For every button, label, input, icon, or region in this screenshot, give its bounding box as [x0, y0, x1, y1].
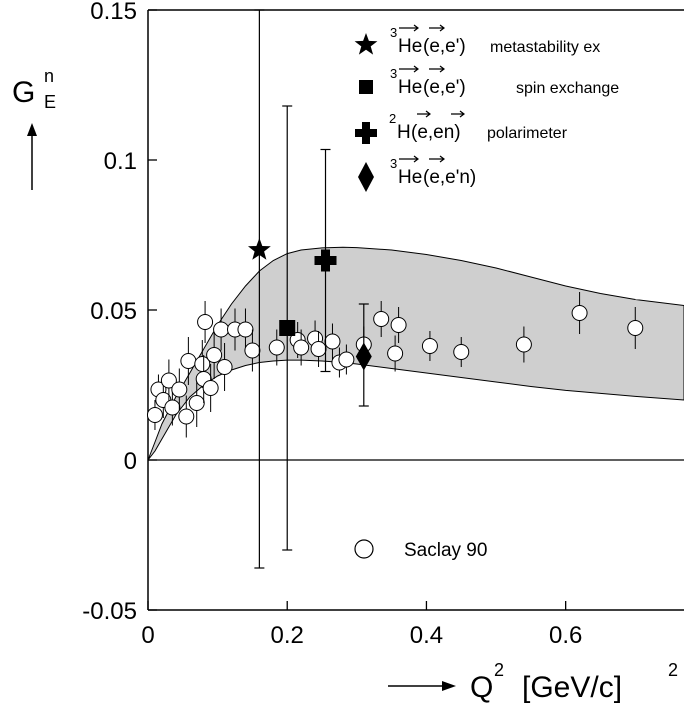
saclay-point — [180, 353, 197, 369]
legend-saclay-label: Saclay 90 — [404, 540, 487, 561]
legend-plus-nucleus: H — [397, 122, 411, 143]
legend-entry-square: 3 He (e,e') spin exchange — [359, 65, 619, 98]
legend-star-icon — [354, 33, 378, 55]
saclay-point — [627, 320, 644, 336]
saclay-point — [213, 321, 230, 338]
saclay-point — [387, 345, 404, 362]
saclay-point — [188, 395, 205, 411]
y-axis-label-sub: E — [44, 92, 56, 112]
legend-plus-icon — [355, 122, 377, 144]
legend-plus-label: polarimeter — [487, 125, 568, 142]
saclay-point — [293, 339, 310, 356]
legend-diamond-icon — [358, 162, 374, 192]
saclay-point — [171, 381, 188, 398]
x-axis-title: Q 2 [GeV/c] 2 — [388, 660, 678, 704]
legend-square-icon — [359, 80, 373, 94]
saclay-point — [571, 305, 588, 321]
y-tick-label: 0.05 — [90, 298, 137, 325]
right-arrow-icon — [388, 681, 456, 691]
y-tick-label: 0.15 — [90, 0, 137, 25]
legend-top: 3 He (e,e') metastability ex 3 He (e,e')… — [354, 24, 619, 192]
saclay-point — [160, 372, 177, 389]
vector-arrow-icon — [399, 24, 445, 32]
legend-diamond-nucleus: He — [398, 167, 422, 188]
vector-arrow-icon — [417, 110, 465, 118]
vector-arrow-icon — [399, 155, 445, 163]
legend-star-nucleus-sup: 3 — [390, 25, 397, 40]
saclay-point — [515, 336, 532, 353]
x-axis-label-sup: 2 — [494, 660, 504, 680]
saclay-point — [216, 359, 233, 375]
legend-circle-icon — [354, 539, 374, 559]
data-points — [146, 9, 644, 569]
saclay-point — [268, 339, 285, 356]
diamond-point — [355, 342, 372, 371]
legend-star-reaction: (e,e') — [423, 36, 466, 57]
x-tick-label: 0.6 — [549, 622, 582, 649]
legend-plus-nucleus-sup: 2 — [389, 111, 396, 126]
saclay-point — [237, 321, 254, 338]
x-tick-label: 0.2 — [271, 622, 304, 649]
legend-star-nucleus: He — [398, 36, 422, 57]
saclay-point — [164, 399, 181, 416]
x-axis-unit-sup: 2 — [668, 660, 678, 680]
saclay-point — [197, 314, 214, 330]
square-point — [279, 320, 296, 336]
legend-bottom: Saclay 90 — [354, 539, 487, 561]
saclay-point — [338, 351, 355, 368]
vector-arrow-icon — [399, 65, 445, 73]
y-tick-label: -0.05 — [82, 598, 137, 625]
saclay-point — [202, 380, 219, 396]
legend-diamond-nucleus-sup: 3 — [390, 156, 397, 171]
legend-square-reaction: (e,e') — [423, 77, 466, 98]
y-tick-label: 0.1 — [104, 148, 137, 175]
x-axis-label: Q — [470, 671, 493, 704]
saclay-point — [373, 311, 390, 327]
legend-square-nucleus-sup: 3 — [390, 66, 397, 81]
saclay-point — [390, 317, 407, 333]
x-tick-label: 0.4 — [410, 622, 443, 649]
legend-entry-plus: 2 H (e,en) polarimeter — [355, 110, 568, 144]
legend-square-label: spin exchange — [516, 80, 619, 97]
y-tick-label: 0 — [124, 448, 137, 475]
legend-square-nucleus: He — [398, 77, 422, 98]
saclay-point — [178, 408, 195, 425]
x-axis-unit: [GeV/c] — [522, 671, 622, 704]
saclay-point — [244, 342, 261, 359]
y-axis-label: G — [12, 76, 35, 109]
y-axis-label-sup: n — [44, 66, 54, 86]
plus-point — [314, 249, 337, 272]
saclay-point — [146, 407, 163, 423]
saclay-point — [421, 338, 438, 354]
x-tick-label: 0 — [141, 622, 154, 649]
saclay-point — [324, 333, 341, 350]
up-arrow-icon — [27, 123, 37, 190]
legend-entry-diamond: 3 He (e,e'n) — [358, 155, 476, 192]
saclay-point — [206, 347, 223, 363]
saclay-point — [310, 341, 327, 357]
star-point — [248, 238, 271, 260]
legend-diamond-reaction: (e,e'n) — [423, 167, 476, 188]
legend-star-label: metastability ex — [490, 39, 600, 56]
theory-band — [147, 246, 684, 461]
legend-entry-star: 3 He (e,e') metastability ex — [354, 24, 600, 57]
saclay-point — [453, 344, 470, 360]
legend-plus-reaction: (e,en) — [411, 122, 461, 143]
y-axis-title: G n E — [12, 66, 56, 190]
